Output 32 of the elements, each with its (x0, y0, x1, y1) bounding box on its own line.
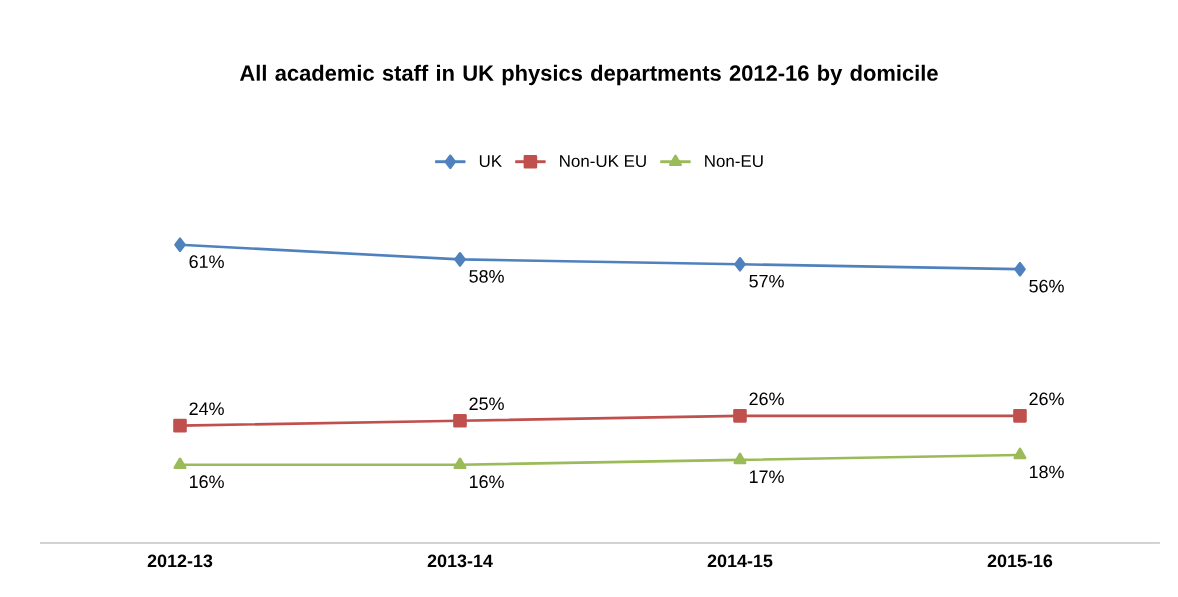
point (454, 252, 466, 267)
point (733, 452, 747, 465)
point (1013, 409, 1027, 423)
point (174, 237, 186, 253)
point (1013, 447, 1027, 460)
x-tick-label: 2015-16 (987, 554, 1053, 568)
point (173, 457, 187, 470)
point (734, 256, 746, 272)
x-tick-label: 2013-14 (427, 554, 493, 568)
point (453, 413, 467, 428)
point (1014, 261, 1026, 277)
legend-label: Non-EU (705, 155, 763, 168)
data-label: 26% (749, 392, 784, 406)
data-label: 17% (749, 470, 784, 484)
point (453, 457, 467, 470)
chart-title: All academic staff in UK physics departments 2012-16 by domicile (239, 64, 938, 86)
data-label: 58% (469, 270, 504, 283)
data-label: 16% (189, 475, 224, 489)
data-label: 26% (1029, 392, 1064, 406)
data-label: 25% (469, 397, 504, 411)
point (173, 418, 187, 433)
data-label: 16% (469, 475, 504, 489)
data-label: 18% (1029, 465, 1064, 479)
x-tick-label: 2014-15 (707, 554, 773, 568)
x-tick-label: 2012-13 (147, 554, 213, 568)
data-label: 61% (189, 255, 224, 269)
legend-label: Non-UK EU (560, 155, 646, 168)
data-label: 56% (1029, 279, 1064, 293)
data-label: 24% (189, 402, 224, 416)
point (733, 409, 747, 423)
legend-label: UK (479, 155, 502, 168)
data-label: 57% (749, 274, 784, 288)
